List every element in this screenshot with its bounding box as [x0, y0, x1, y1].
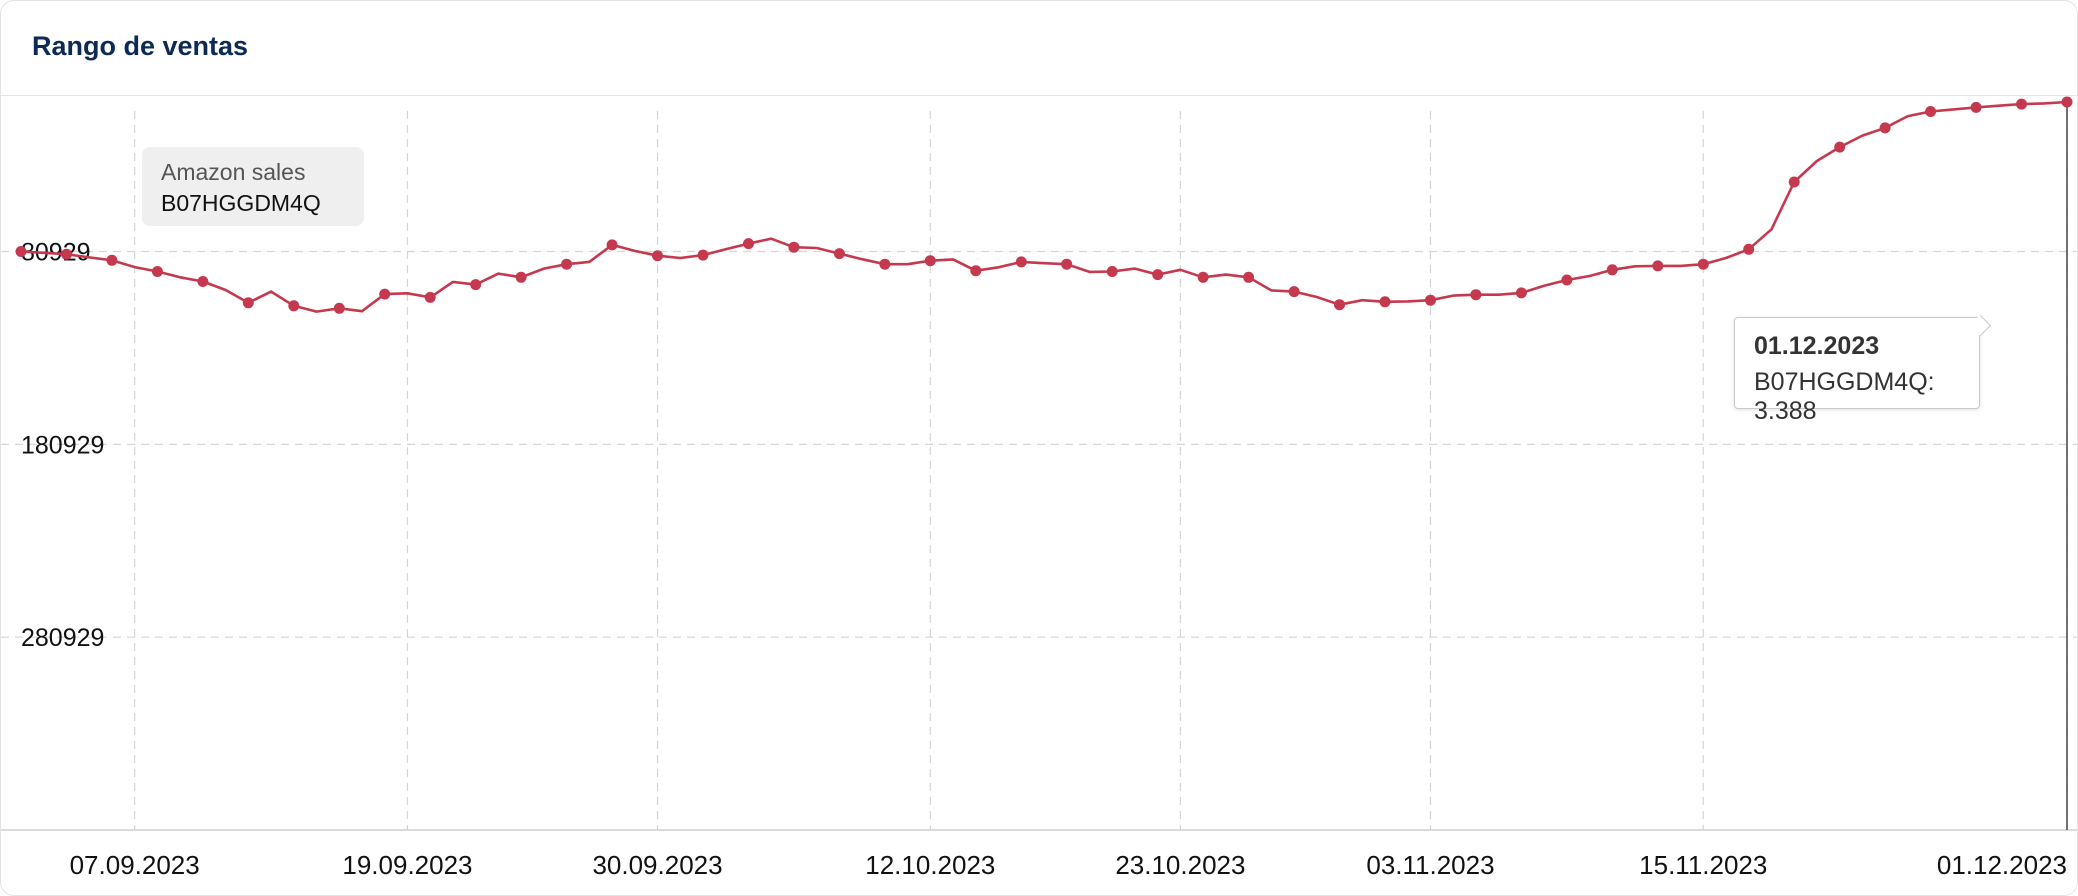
data-point[interactable] — [1743, 243, 1755, 255]
x-tick-label: 07.09.2023 — [70, 850, 200, 880]
data-point[interactable] — [1970, 101, 1982, 113]
grid — [1, 111, 2077, 830]
legend[interactable]: Amazon sales B07HGGDM4Q — [142, 147, 364, 226]
data-point[interactable] — [379, 288, 391, 300]
data-point[interactable] — [197, 276, 209, 287]
x-tick-label: 23.10.2023 — [1115, 850, 1245, 880]
data-point[interactable] — [61, 248, 72, 260]
data-point[interactable] — [1061, 258, 1073, 270]
data-point[interactable] — [561, 258, 573, 270]
data-point[interactable] — [1834, 141, 1846, 153]
data-point[interactable] — [743, 238, 754, 250]
tooltip-value-text: 3.388 — [1754, 397, 1817, 425]
data-point[interactable] — [970, 265, 982, 277]
data-point[interactable] — [924, 255, 936, 267]
data-point[interactable] — [1515, 287, 1527, 299]
data-point[interactable] — [697, 249, 709, 261]
data-point[interactable] — [652, 250, 663, 262]
series-line — [20, 100, 2068, 313]
data-point[interactable] — [1379, 296, 1391, 308]
header-divider — [1, 95, 2077, 96]
data-point[interactable] — [1879, 122, 1891, 134]
x-tick-label: 19.09.2023 — [342, 850, 472, 880]
tooltip: 01.12.2023 B07HGGDM4Q: 3.388 — [1734, 314, 1992, 425]
data-point[interactable] — [424, 291, 436, 303]
data-point[interactable] — [333, 302, 345, 314]
data-point[interactable] — [1015, 256, 1027, 268]
tooltip-date: 01.12.2023 — [1754, 332, 1880, 360]
data-point[interactable] — [515, 271, 527, 283]
data-point[interactable] — [288, 300, 300, 312]
card-title: Rango de ventas — [32, 31, 249, 61]
data-point[interactable] — [788, 241, 800, 253]
data-point[interactable] — [833, 248, 845, 260]
data-point[interactable] — [1561, 274, 1573, 286]
data-point[interactable] — [15, 246, 27, 257]
data-point[interactable] — [1334, 299, 1345, 311]
tooltip-series: B07HGGDM4Q — [1754, 368, 1928, 396]
series-markers[interactable] — [15, 96, 2073, 314]
data-point[interactable] — [1470, 289, 1482, 301]
data-point[interactable] — [879, 258, 891, 270]
data-point[interactable] — [606, 239, 618, 251]
data-point[interactable] — [1197, 271, 1209, 283]
data-point[interactable] — [242, 297, 254, 309]
x-tick-label: 30.09.2023 — [592, 850, 722, 880]
data-point[interactable] — [1152, 269, 1164, 281]
data-point[interactable] — [1106, 266, 1118, 277]
data-point[interactable] — [1925, 106, 1937, 117]
y-tick-label: 280929 — [21, 624, 104, 652]
y-tick-label: 180929 — [21, 431, 104, 459]
series-path — [20, 100, 2068, 313]
data-point[interactable] — [1652, 260, 1664, 272]
data-point[interactable] — [1288, 286, 1300, 298]
x-tick-label: 12.10.2023 — [865, 850, 995, 880]
data-point[interactable] — [2016, 98, 2027, 110]
x-tick-label: 15.11.2023 — [1639, 850, 1767, 880]
data-point[interactable] — [470, 279, 482, 291]
data-point[interactable] — [1606, 264, 1618, 276]
data-point[interactable] — [1697, 258, 1709, 270]
legend-label: Amazon sales — [161, 159, 306, 185]
data-point[interactable] — [151, 266, 163, 277]
data-point[interactable] — [1243, 271, 1255, 283]
data-point[interactable] — [106, 254, 118, 266]
legend-series-name: B07HGGDM4Q — [161, 190, 321, 216]
data-point[interactable] — [1788, 176, 1800, 188]
tooltip-value: B07HGGDM4Q: 3.388 — [1754, 368, 1935, 425]
data-point[interactable] — [1425, 294, 1436, 306]
x-tick-label: 01.12.2023 — [1937, 850, 2067, 880]
x-tick-label: 03.11.2023 — [1366, 850, 1494, 880]
data-point[interactable] — [2061, 96, 2073, 108]
